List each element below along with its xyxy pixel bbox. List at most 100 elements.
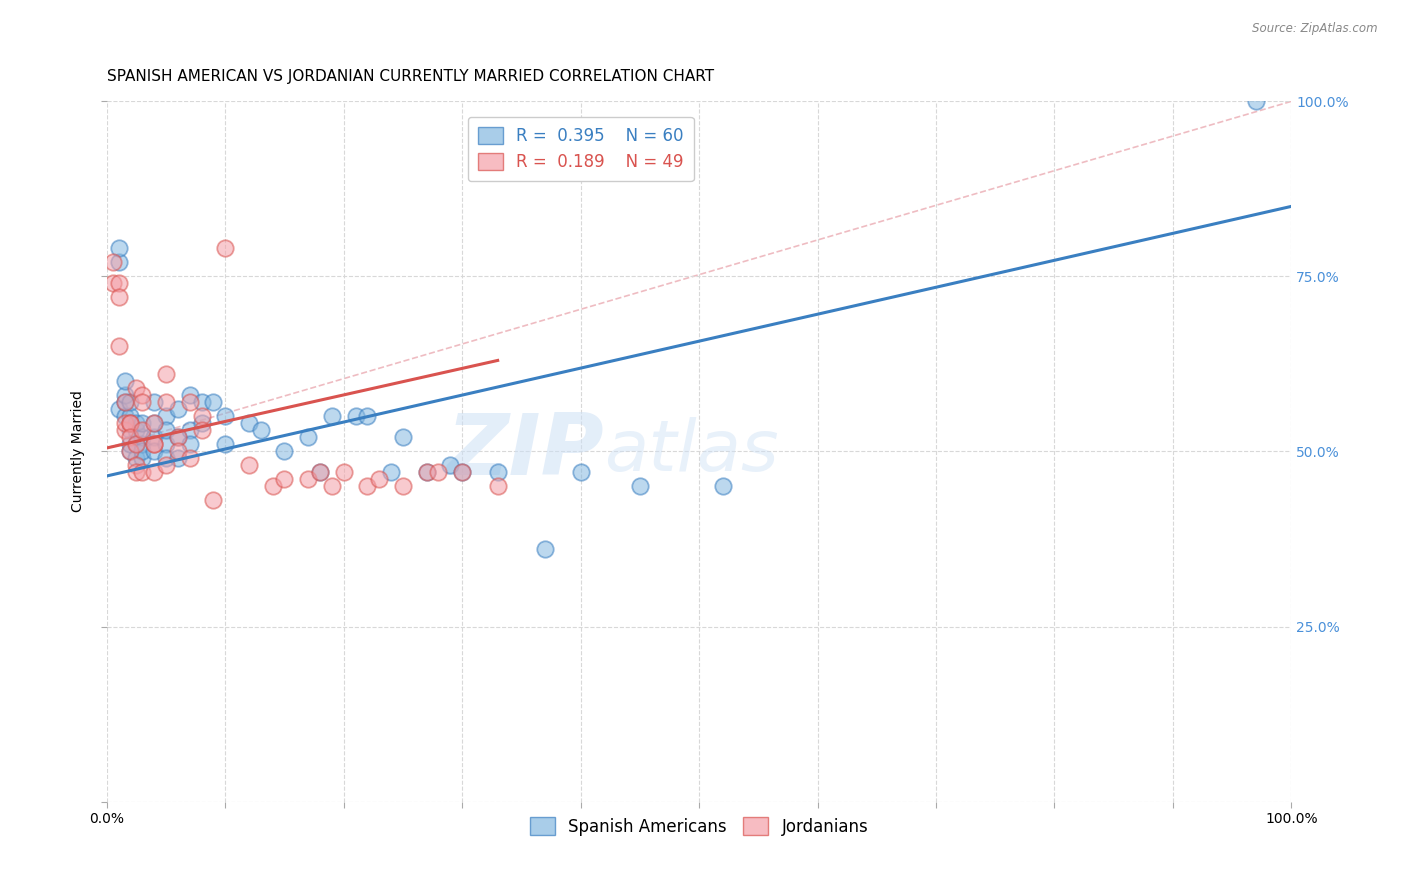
Point bbox=[155, 409, 177, 424]
Point bbox=[415, 466, 437, 480]
Point bbox=[131, 424, 153, 438]
Point bbox=[107, 339, 129, 353]
Point bbox=[120, 424, 142, 438]
Point bbox=[107, 277, 129, 291]
Point bbox=[131, 430, 153, 444]
Point bbox=[190, 395, 212, 409]
Legend: Spanish Americans, Jordanians: Spanish Americans, Jordanians bbox=[523, 811, 875, 842]
Point bbox=[114, 409, 136, 424]
Point bbox=[166, 444, 188, 458]
Point bbox=[131, 451, 153, 466]
Point bbox=[101, 277, 124, 291]
Point bbox=[143, 417, 166, 431]
Point bbox=[321, 479, 343, 493]
Point bbox=[273, 444, 295, 458]
Point bbox=[534, 542, 557, 557]
Point bbox=[179, 437, 201, 451]
Point bbox=[332, 466, 354, 480]
Point bbox=[120, 417, 142, 431]
Point bbox=[427, 466, 450, 480]
Point bbox=[155, 437, 177, 451]
Point bbox=[125, 458, 148, 473]
Point bbox=[415, 466, 437, 480]
Point bbox=[143, 430, 166, 444]
Text: atlas: atlas bbox=[605, 417, 779, 486]
Point bbox=[179, 424, 201, 438]
Point bbox=[120, 437, 142, 451]
Point bbox=[114, 417, 136, 431]
Point bbox=[114, 395, 136, 409]
Point bbox=[202, 395, 225, 409]
Point bbox=[143, 395, 166, 409]
Point bbox=[190, 409, 212, 424]
Point bbox=[143, 466, 166, 480]
Point bbox=[155, 395, 177, 409]
Point bbox=[107, 290, 129, 304]
Point bbox=[131, 437, 153, 451]
Text: ZIP: ZIP bbox=[447, 410, 605, 493]
Point bbox=[202, 493, 225, 508]
Point bbox=[155, 424, 177, 438]
Point bbox=[238, 417, 260, 431]
Point bbox=[114, 395, 136, 409]
Point bbox=[120, 395, 142, 409]
Point bbox=[131, 395, 153, 409]
Point bbox=[107, 255, 129, 269]
Point bbox=[131, 417, 153, 431]
Point bbox=[166, 402, 188, 417]
Point bbox=[262, 479, 284, 493]
Point bbox=[143, 417, 166, 431]
Text: SPANISH AMERICAN VS JORDANIAN CURRENTLY MARRIED CORRELATION CHART: SPANISH AMERICAN VS JORDANIAN CURRENTLY … bbox=[107, 69, 714, 84]
Point bbox=[131, 388, 153, 402]
Point bbox=[711, 479, 734, 493]
Point bbox=[392, 430, 415, 444]
Point bbox=[356, 409, 378, 424]
Point bbox=[214, 409, 236, 424]
Point bbox=[114, 375, 136, 389]
Point bbox=[101, 255, 124, 269]
Point bbox=[297, 473, 319, 487]
Point bbox=[131, 444, 153, 458]
Point bbox=[143, 437, 166, 451]
Point bbox=[120, 430, 142, 444]
Point bbox=[120, 444, 142, 458]
Point bbox=[125, 466, 148, 480]
Point bbox=[368, 473, 391, 487]
Point bbox=[166, 451, 188, 466]
Point bbox=[125, 451, 148, 466]
Point bbox=[125, 381, 148, 395]
Point bbox=[1244, 95, 1267, 109]
Point bbox=[107, 241, 129, 255]
Point bbox=[356, 479, 378, 493]
Point bbox=[155, 368, 177, 382]
Text: Source: ZipAtlas.com: Source: ZipAtlas.com bbox=[1253, 22, 1378, 36]
Point bbox=[309, 466, 332, 480]
Point bbox=[321, 409, 343, 424]
Point bbox=[190, 424, 212, 438]
Point bbox=[179, 451, 201, 466]
Point bbox=[125, 437, 148, 451]
Point bbox=[120, 444, 142, 458]
Point bbox=[143, 444, 166, 458]
Point bbox=[451, 466, 474, 480]
Point bbox=[451, 466, 474, 480]
Y-axis label: Currently Married: Currently Married bbox=[72, 391, 86, 512]
Point bbox=[628, 479, 651, 493]
Point bbox=[120, 409, 142, 424]
Point bbox=[297, 430, 319, 444]
Point bbox=[569, 466, 592, 480]
Point bbox=[486, 466, 509, 480]
Point bbox=[249, 424, 271, 438]
Point bbox=[238, 458, 260, 473]
Point bbox=[344, 409, 367, 424]
Point bbox=[439, 458, 461, 473]
Point bbox=[179, 395, 201, 409]
Point bbox=[120, 417, 142, 431]
Point bbox=[166, 430, 188, 444]
Point bbox=[179, 388, 201, 402]
Point bbox=[114, 388, 136, 402]
Point bbox=[214, 437, 236, 451]
Point bbox=[131, 466, 153, 480]
Point bbox=[380, 466, 402, 480]
Point bbox=[214, 241, 236, 255]
